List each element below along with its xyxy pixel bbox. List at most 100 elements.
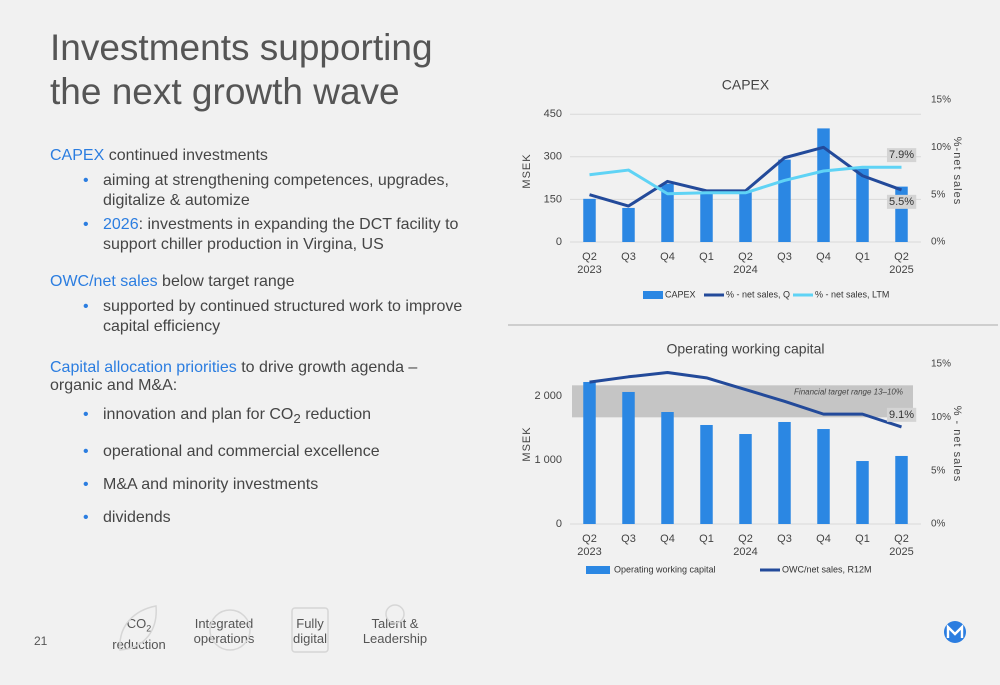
- bullet-text: dividends: [103, 509, 171, 527]
- y-axis-label: MSEK: [521, 153, 533, 188]
- x-group-label: 2023: [577, 546, 601, 558]
- bullet: M&A and minority investments: [83, 475, 463, 495]
- section: Capital allocation priorities to drive g…: [50, 359, 460, 541]
- target-band-label: Financial target range 13–10%: [794, 387, 903, 396]
- gear-icon: [209, 609, 251, 651]
- logo-circle: [944, 621, 966, 643]
- bullet-text: : investments in expanding the DCT facil…: [103, 216, 459, 253]
- x-group-label: 2023: [577, 264, 601, 276]
- pillar-line: digital: [255, 631, 365, 646]
- y2-axis-label: %-net sales: [951, 137, 963, 205]
- bullet-list: supported by continued structured work t…: [50, 297, 463, 337]
- value-label-bg: [886, 148, 917, 163]
- pillar-line: CO2: [84, 616, 194, 637]
- x-group-label: 2024: [733, 546, 757, 558]
- slide-title: Investments supporting the next growth w…: [50, 26, 433, 114]
- section-heading: Capital allocation priorities to drive g…: [50, 359, 460, 395]
- logo-mark: [946, 624, 964, 638]
- logo: [944, 621, 966, 643]
- x-tick-label: Q2: [894, 533, 909, 545]
- bullet-text: aiming at strengthening competences, upg…: [103, 172, 449, 209]
- bullet-highlight: 2026: [103, 216, 139, 233]
- bar: [856, 168, 869, 242]
- bullet: supported by continued structured work t…: [83, 297, 463, 337]
- bar: [700, 191, 713, 242]
- pillar: Integrated operations: [169, 616, 279, 646]
- y2-tick-label: 0%: [931, 519, 946, 530]
- bullet-subscript: 2: [293, 411, 301, 427]
- line: [589, 145, 903, 208]
- pillar-text: digital: [293, 631, 327, 646]
- x-tick-label: Q1: [855, 251, 870, 263]
- section: CAPEX continued investments aiming at str…: [50, 147, 460, 259]
- line: [589, 165, 902, 196]
- line: [589, 371, 902, 429]
- value-label: 5.5%: [889, 196, 914, 208]
- x-group-label: 2025: [889, 264, 913, 276]
- bullet-list: innovation and plan for CO2 reduction ope…: [50, 405, 460, 528]
- heading-text: below target range: [157, 273, 295, 290]
- bullet: aiming at strengthening competences, upg…: [83, 171, 463, 211]
- bullet: operational and commercial excellence: [83, 442, 463, 462]
- bullet: 2026: investments in expanding the DCT f…: [83, 215, 463, 255]
- pillar-line: Integrated: [169, 616, 279, 631]
- person-icon: [385, 604, 405, 624]
- x-tick-label: Q4: [660, 251, 675, 263]
- bar: [583, 381, 596, 524]
- x-tick-label: Q3: [777, 533, 792, 545]
- heading-highlight: CAPEX: [50, 147, 105, 164]
- bullet-text: M&A and minority investments: [103, 476, 319, 494]
- title-line: Investments supporting: [50, 27, 433, 68]
- bullet: dividends: [83, 508, 463, 528]
- x-tick-label: Q4: [660, 533, 675, 545]
- bullet-list: aiming at strengthening competences, upg…: [50, 171, 460, 255]
- y-tick-label: 2 000: [534, 390, 562, 402]
- chart-title: CAPEX: [722, 77, 770, 93]
- x-tick-label: Q2: [582, 533, 597, 545]
- legend-swatch: [586, 566, 610, 574]
- bar: [700, 424, 713, 524]
- legend-label: % - net sales, Q: [726, 289, 790, 299]
- y-tick-label: 450: [544, 108, 562, 120]
- y-tick-label: 1 000: [534, 454, 562, 466]
- value-label-bg: [886, 194, 917, 209]
- legend-label: OWC/net sales, R12M: [782, 564, 872, 574]
- x-group-label: 2025: [889, 546, 913, 558]
- y2-tick-label: 10%: [931, 412, 951, 423]
- pillar-text: operations: [193, 631, 255, 646]
- pillar-subscript: 2: [146, 623, 152, 634]
- y-axis-label: MSEK: [521, 426, 533, 461]
- leaf-icon: [119, 605, 157, 651]
- x-tick-label: Q4: [816, 251, 831, 263]
- x-tick-label: Q1: [699, 251, 714, 263]
- pillar-text: Leadership: [362, 631, 428, 646]
- value-label: 9.1%: [889, 409, 914, 421]
- heading-text: to drive growth agenda – organic and M&A…: [50, 359, 418, 394]
- x-tick-label: Q4: [816, 533, 831, 545]
- bullet: innovation and plan for CO2 reduction: [83, 405, 463, 429]
- x-tick-label: Q3: [621, 251, 636, 263]
- section: OWC/net sales below target range supporte…: [50, 273, 463, 341]
- bar: [817, 429, 830, 524]
- page-number: 21: [34, 634, 48, 648]
- y-tick-label: 150: [544, 193, 562, 205]
- pillar-line: Leadership: [340, 631, 450, 646]
- y-tick-label: 0: [556, 518, 562, 530]
- pillar: Fully digital: [255, 616, 365, 646]
- x-tick-label: Q1: [855, 533, 870, 545]
- bar: [817, 128, 830, 242]
- x-group-label: 2024: [733, 264, 757, 276]
- bar: [895, 455, 908, 524]
- legend-label: CAPEX: [665, 289, 696, 299]
- y2-tick-label: 15%: [931, 95, 951, 106]
- bar: [778, 159, 791, 242]
- bullet-text: operational and commercial excellence: [103, 443, 380, 461]
- y-tick-label: 0: [556, 236, 562, 248]
- bar: [778, 421, 791, 524]
- bullet-text: reduction: [300, 406, 372, 423]
- y2-tick-label: 10%: [931, 142, 951, 153]
- chip-icon: [291, 607, 329, 653]
- bar: [661, 412, 674, 524]
- bar: [583, 198, 596, 242]
